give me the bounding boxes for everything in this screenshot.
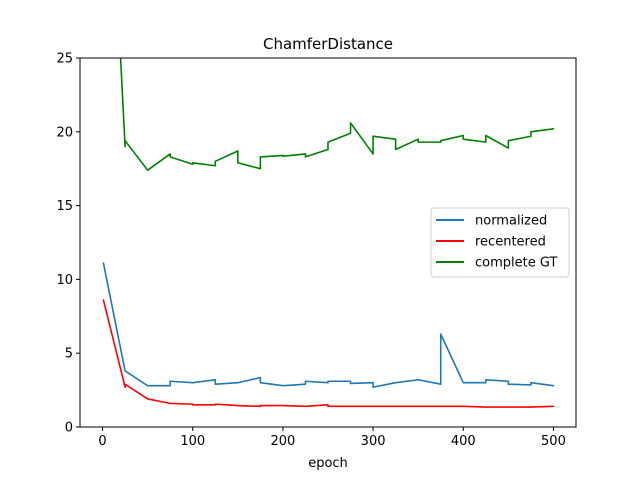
legend-label-recentered: recentered xyxy=(475,235,546,250)
series-layer xyxy=(102,58,555,408)
y-tick-label: 0 xyxy=(65,421,73,436)
y-tick-label: 15 xyxy=(56,199,73,214)
y-tick-label: 25 xyxy=(56,52,73,67)
x-tick-label: 100 xyxy=(180,434,205,449)
x-tick-label: 400 xyxy=(451,434,476,449)
x-tick-label: 300 xyxy=(361,434,386,449)
legend-box xyxy=(430,207,570,278)
legend-label-normalized: normalized xyxy=(475,214,547,229)
legend: normalized recentered complete GT xyxy=(430,207,570,278)
series-line-complete-gt xyxy=(119,58,555,171)
y-axis: 0 5 10 15 20 25 xyxy=(56,52,80,436)
y-tick-label: 10 xyxy=(56,273,73,288)
chart-title: ChamferDistance xyxy=(263,35,393,53)
x-axis-label: epoch xyxy=(308,456,348,471)
legend-entries: normalized recentered complete GT xyxy=(436,214,557,271)
x-tick-label: 500 xyxy=(541,434,566,449)
x-tick-label: 0 xyxy=(98,434,106,449)
plot-frame xyxy=(79,57,577,428)
x-tick-label: 200 xyxy=(270,434,295,449)
series-line-normalized xyxy=(102,262,555,388)
series-line-recentered xyxy=(102,299,555,408)
y-tick-label: 20 xyxy=(56,125,73,140)
x-axis: 0 100 200 300 400 500 xyxy=(98,427,566,449)
legend-label-complete-gt: complete GT xyxy=(475,256,557,271)
y-tick-label: 5 xyxy=(65,347,73,362)
